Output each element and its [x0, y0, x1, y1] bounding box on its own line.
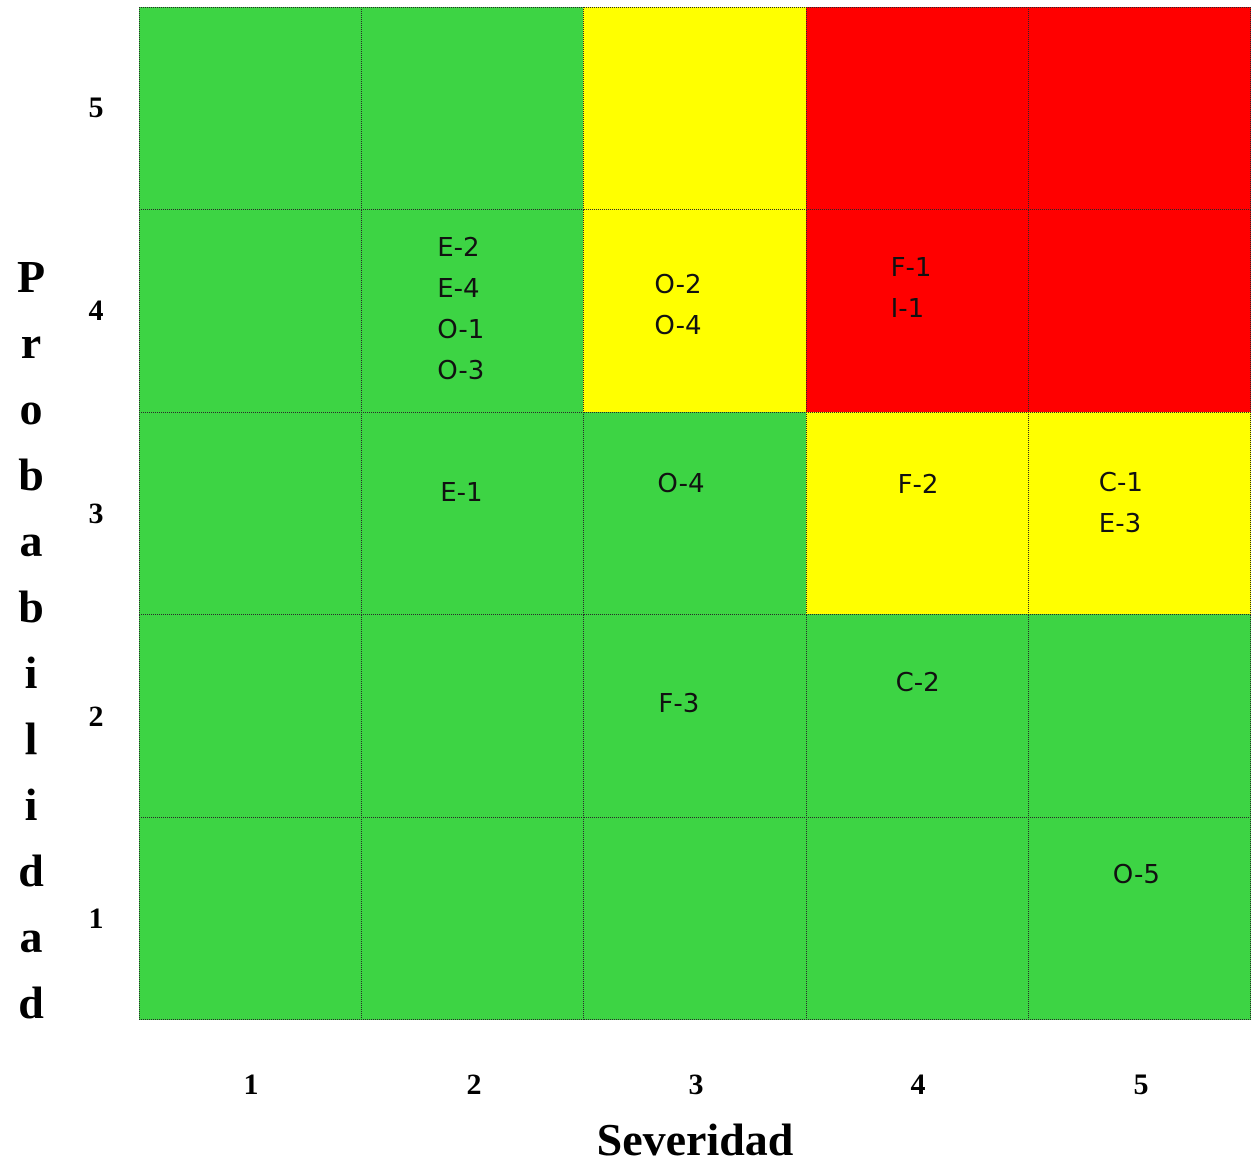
cell-risk-labels: C-2: [895, 668, 940, 699]
matrix-cell: E-2 E-4 O-1 O-3: [361, 209, 585, 413]
cell-risk-labels: C-1 E-3: [1098, 467, 1143, 539]
matrix-cell: [1027, 614, 1251, 818]
cell-risk-labels: E-1: [440, 477, 483, 508]
y-tick-label: 2: [88, 700, 104, 733]
matrix-cell: [139, 816, 363, 1020]
matrix-cell: [361, 7, 585, 211]
x-tick-label: 4: [910, 1068, 926, 1101]
cell-risk-labels: F-2: [897, 469, 939, 500]
matrix-cell: F-2: [805, 411, 1029, 616]
matrix-cell: E-1: [361, 411, 585, 616]
matrix-cell: F-1 I-1: [805, 209, 1029, 413]
matrix-cell: [1027, 7, 1251, 211]
cell-risk-labels: O-2 O-4: [654, 270, 702, 342]
cell-risk-labels: O-5: [1112, 859, 1160, 890]
y-tick-label: 3: [88, 497, 104, 530]
matrix-cell: [361, 614, 585, 818]
cell-risk-labels: O-4: [657, 468, 705, 499]
matrix-cell: [139, 7, 363, 211]
matrix-cell: [139, 411, 363, 616]
y-axis-title: P r o b a b i l i d a d: [16, 251, 46, 1028]
y-tick-label: 1: [88, 902, 104, 935]
x-tick-label: 1: [243, 1068, 259, 1101]
x-axis-title: Severidad: [596, 1114, 794, 1165]
matrix-cell: F-3: [583, 614, 807, 818]
matrix-cell: O-5: [1027, 816, 1251, 1020]
y-tick-label: 5: [88, 91, 104, 124]
matrix-cell: [361, 816, 585, 1020]
matrix-cell: [583, 7, 807, 211]
matrix-cell: O-4: [583, 411, 807, 616]
matrix-cell: [1027, 209, 1251, 413]
matrix-cell: [805, 7, 1029, 211]
risk-matrix: E-2 E-4 O-1 O-3 O-2 O-4 F-1 I-1 E-1 O-4 F-2 C-…: [139, 7, 1251, 1020]
y-tick-label: 4: [88, 294, 104, 327]
matrix-cell: [583, 816, 807, 1020]
matrix-cell: C-1 E-3: [1027, 411, 1251, 616]
x-tick-label: 5: [1133, 1068, 1149, 1101]
cell-risk-labels: F-1 I-1: [890, 253, 932, 325]
matrix-cell: [805, 816, 1029, 1020]
x-tick-label: 2: [466, 1068, 482, 1101]
matrix-cell: [139, 614, 363, 818]
matrix-cell: [139, 209, 363, 413]
matrix-cell: O-2 O-4: [583, 209, 807, 413]
matrix-cell: C-2: [805, 614, 1029, 818]
cell-risk-labels: F-3: [658, 689, 700, 720]
x-tick-label: 3: [688, 1068, 704, 1101]
cell-risk-labels: E-2 E-4 O-1 O-3: [437, 233, 485, 387]
